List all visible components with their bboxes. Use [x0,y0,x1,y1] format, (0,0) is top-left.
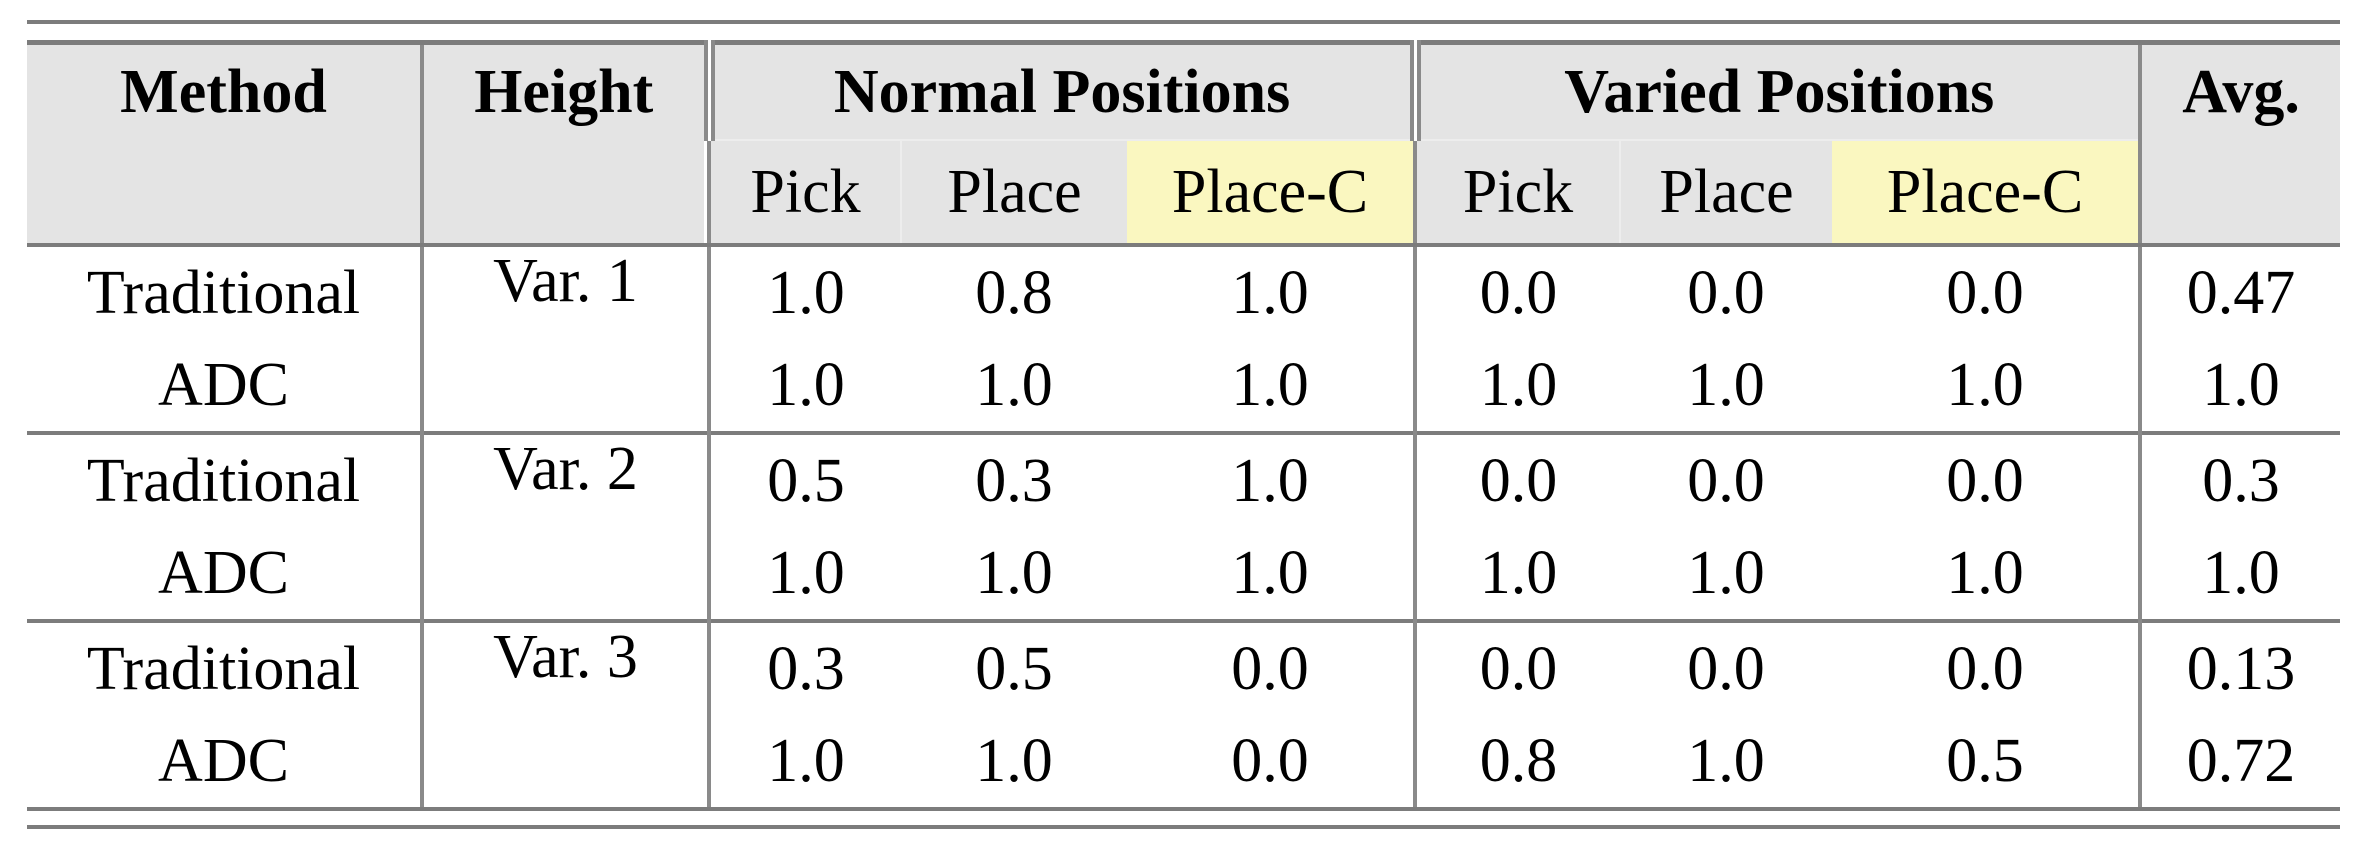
method-cell: Traditional [27,245,422,339]
value-cell: 0.5 [901,619,1127,715]
avg-cell: 0.72 [2138,715,2341,811]
subheader-place-c-varied: Place-C [1832,139,2141,247]
value-cell: 1.0 [901,715,1127,811]
value-cell: 0.3 [707,619,901,715]
value-cell: 1.0 [1413,339,1621,433]
value-cell: 0.0 [1413,431,1621,527]
header-avg: Avg. [2138,40,2341,247]
value-cell: 0.0 [1620,431,1833,527]
value-cell: 0.5 [707,431,901,527]
value-cell: 0.0 [1620,619,1833,715]
table-row: ADC 1.0 1.0 1.0 1.0 1.0 1.0 1.0 [27,339,2341,433]
value-cell: 0.5 [1832,715,2141,811]
header-height: Height [420,40,709,247]
value-cell: 1.0 [1127,431,1416,527]
value-cell: 0.0 [1832,619,2141,715]
avg-cell: 0.13 [2138,619,2341,715]
value-cell: 0.0 [1620,245,1833,339]
table-row: Traditional Var. 2 0.5 0.3 1.0 0.0 0.0 0… [27,431,2341,621]
table-row: Traditional Var. 1 1.0 0.8 1.0 0.0 0.0 0… [27,245,2341,433]
subheader-place-c-normal: Place-C [1127,139,1416,247]
value-cell: 1.0 [901,527,1127,621]
value-cell: 1.0 [1413,527,1621,621]
method-cell: ADC [27,339,422,433]
value-cell: 1.0 [901,339,1127,433]
header-method: Method [27,40,422,247]
top-outer-rule [27,20,2340,24]
height-cell: Var. 3 [420,619,709,811]
value-cell: 0.8 [901,245,1127,339]
height-cell: Var. 2 [420,431,709,621]
table-row: Traditional Var. 3 0.3 0.5 0.0 0.0 0.0 0… [27,619,2341,811]
value-cell: 0.0 [1127,619,1416,715]
value-cell: 1.0 [1620,527,1833,621]
value-cell: 1.0 [1127,245,1416,339]
value-cell: 1.0 [707,527,901,621]
header-varied-positions: Varied Positions [1409,40,2141,140]
bottom-outer-rule [27,825,2340,829]
value-cell: 1.0 [707,339,901,433]
value-cell: 1.0 [1127,527,1416,621]
value-cell: 0.0 [1832,431,2141,527]
subheader-pick-varied: Pick [1413,139,1621,247]
value-cell: 0.0 [1413,619,1621,715]
value-cell: 1.0 [1620,715,1833,811]
value-cell: 1.0 [1832,339,2141,433]
value-cell: 0.0 [1832,245,2141,339]
value-cell: 1.0 [1620,339,1833,433]
subheader-place-normal: Place [900,139,1127,247]
avg-cell: 0.3 [2138,431,2341,527]
avg-cell: 0.47 [2138,245,2341,339]
value-cell: 0.3 [901,431,1127,527]
method-cell: ADC [27,715,422,811]
height-cell: Var. 1 [420,245,709,433]
table-row: ADC 1.0 1.0 1.0 1.0 1.0 1.0 1.0 [27,527,2341,621]
group-header-row: Method Height Normal Positions Varied Po… [27,40,2341,247]
value-cell: 0.0 [1127,715,1416,811]
avg-cell: 1.0 [2138,339,2341,433]
value-cell: 0.0 [1413,245,1621,339]
subheader-pick-normal: Pick [707,139,901,247]
header-normal-positions: Normal Positions [703,40,1416,140]
avg-cell: 1.0 [2138,527,2341,621]
subheader-place-varied: Place [1619,139,1833,247]
results-table: Method Height Normal Positions Varied Po… [27,40,2341,811]
method-cell: Traditional [27,431,422,527]
sub-header-row: Pick Place Place-C Pick Place Place-C [27,139,2340,247]
value-cell: 1.0 [1127,339,1416,433]
value-cell: 1.0 [707,715,901,811]
value-cell: 1.0 [1832,527,2141,621]
value-cell: 0.8 [1413,715,1621,811]
table-row: ADC 1.0 1.0 0.0 0.8 1.0 0.5 0.72 [27,715,2341,811]
value-cell: 1.0 [707,245,901,339]
method-cell: Traditional [27,619,422,715]
method-cell: ADC [27,527,422,621]
